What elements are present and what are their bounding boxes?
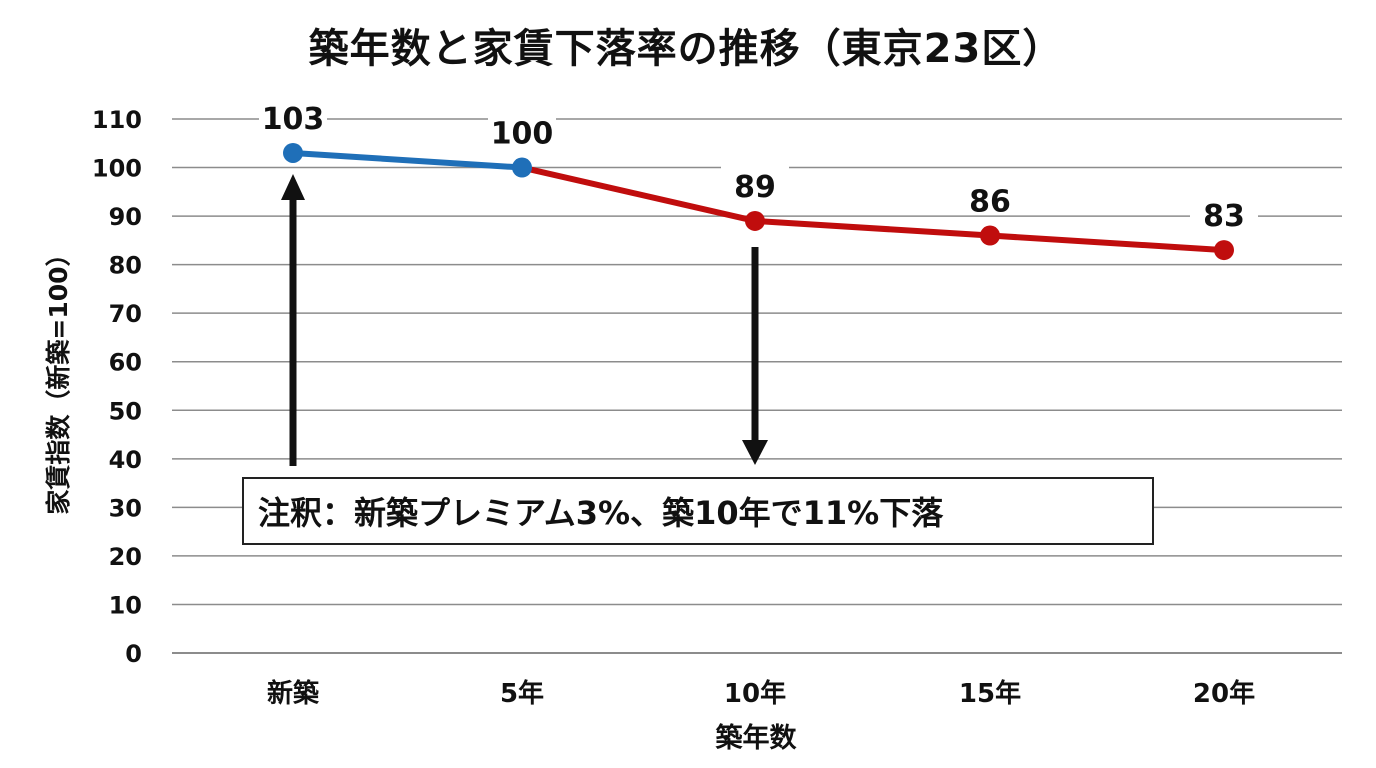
data-point: [1214, 240, 1234, 261]
chart-title: 築年数と家賃下落率の推移（東京23区）: [0, 16, 1376, 74]
data-label-bg: [956, 175, 1024, 212]
data-label: 89: [734, 170, 776, 205]
y-tick-label: 110: [92, 106, 142, 134]
data-label: 100: [491, 117, 554, 152]
chart-title-text: 築年数と家賃下落率の推移（東京23区）: [308, 26, 1064, 72]
line-segment: [519, 164, 758, 224]
line-segment: [752, 217, 993, 239]
data-label-bg: [721, 160, 789, 197]
data-label: 103: [262, 102, 325, 137]
data-points: [283, 142, 1234, 261]
line-segment: [987, 232, 1227, 254]
arrow-up-head-icon: [281, 174, 305, 200]
data-line: [290, 149, 1227, 254]
y-tick-label: 20: [109, 543, 142, 571]
data-labels: 103 100 89 86 83: [259, 92, 1258, 234]
data-point: [745, 210, 765, 231]
x-tick-label: 20年: [1193, 678, 1255, 709]
x-tick-label: 15年: [959, 678, 1021, 709]
y-tick-label: 80: [109, 252, 142, 280]
x-tick-label: 新築: [267, 678, 320, 709]
annotation-arrows: [281, 174, 768, 466]
annotation-text: 注釈：新築プレミアム3%、築10年で11%下落: [258, 494, 944, 532]
y-tick-label: 0: [125, 640, 142, 668]
data-point: [283, 142, 303, 163]
data-label-bg: [1190, 190, 1258, 227]
y-axis-ticks: 0 10 20 30 40 50 60 70 80 90 100 110: [92, 106, 142, 668]
arrow-down-head-icon: [742, 440, 768, 465]
x-tick-label: 5年: [500, 678, 544, 709]
y-tick-label: 50: [109, 397, 142, 425]
y-tick-label: 70: [109, 300, 142, 328]
y-axis-label: 家賃指数（新築=100）: [44, 241, 73, 515]
x-axis-label: 築年数: [715, 723, 797, 754]
data-label: 86: [969, 185, 1011, 220]
y-tick-label: 40: [109, 446, 142, 474]
y-tick-label: 30: [109, 494, 142, 522]
data-label: 83: [1203, 199, 1245, 234]
line-segment: [290, 149, 525, 171]
y-tick-label: 60: [109, 349, 142, 377]
x-axis-ticks: 新築 5年 10年 15年 20年: [267, 678, 1255, 709]
data-point: [980, 225, 1000, 246]
data-label-bg: [259, 92, 327, 129]
y-tick-label: 100: [92, 155, 142, 183]
data-point: [512, 157, 532, 178]
y-tick-label: 90: [109, 203, 142, 231]
x-tick-label: 10年: [724, 678, 786, 709]
data-label-bg: [488, 107, 556, 144]
annotation-textbox: 注釈：新築プレミアム3%、築10年で11%下落: [242, 477, 1154, 545]
y-tick-label: 10: [109, 591, 142, 619]
